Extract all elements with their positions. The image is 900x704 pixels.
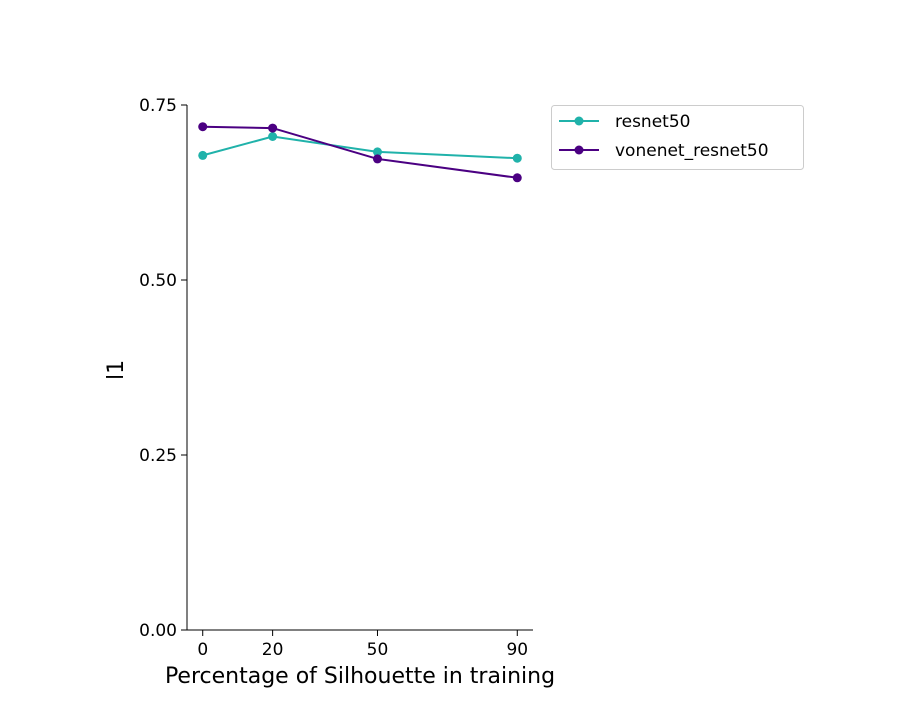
x-tick-label: 50: [367, 640, 389, 660]
legend-item: vonenet_resnet50: [559, 141, 769, 161]
series-line: [202, 125, 518, 179]
series: [198, 122, 522, 183]
y-tick-label: 0.00: [139, 621, 177, 641]
x-tick-label: 20: [262, 640, 284, 660]
legend-items: resnet50 vonenet_resnet50: [559, 112, 769, 161]
legend-label: vonenet_resnet50: [615, 141, 769, 161]
axes: 0.00 0.25 0.50 0.75 0 20 50 90: [139, 96, 533, 660]
y-tick-label: 0.75: [139, 96, 177, 116]
legend-swatch-marker: [574, 145, 584, 155]
legend-frame: [551, 105, 804, 170]
data-point: [372, 154, 382, 164]
series-resnet50: [198, 132, 522, 163]
legend: resnet50 vonenet_resnet50: [551, 105, 804, 170]
series-vonenet_resnet50: [198, 122, 522, 183]
y-tick-label: 0.50: [139, 271, 177, 291]
legend-item: resnet50: [559, 112, 690, 132]
data-point: [512, 173, 522, 183]
legend-swatch-marker: [574, 116, 584, 126]
x-axis-label: Percentage of Silhouette in training: [165, 664, 555, 689]
data-point: [268, 132, 278, 141]
y-axis-label: l1: [104, 360, 129, 380]
legend-label: resnet50: [615, 112, 690, 132]
data-point: [268, 123, 278, 133]
y-ticks: 0.00 0.25 0.50 0.75: [139, 96, 187, 641]
data-point: [512, 153, 522, 163]
series-line: [202, 135, 518, 160]
data-point: [198, 150, 208, 160]
x-tick-label: 0: [197, 640, 208, 660]
x-tick-label: 90: [506, 640, 528, 660]
y-tick-label: 0.25: [139, 446, 177, 466]
x-ticks: 0 20 50 90: [197, 630, 528, 660]
data-point: [372, 147, 382, 157]
data-point: [198, 122, 208, 132]
